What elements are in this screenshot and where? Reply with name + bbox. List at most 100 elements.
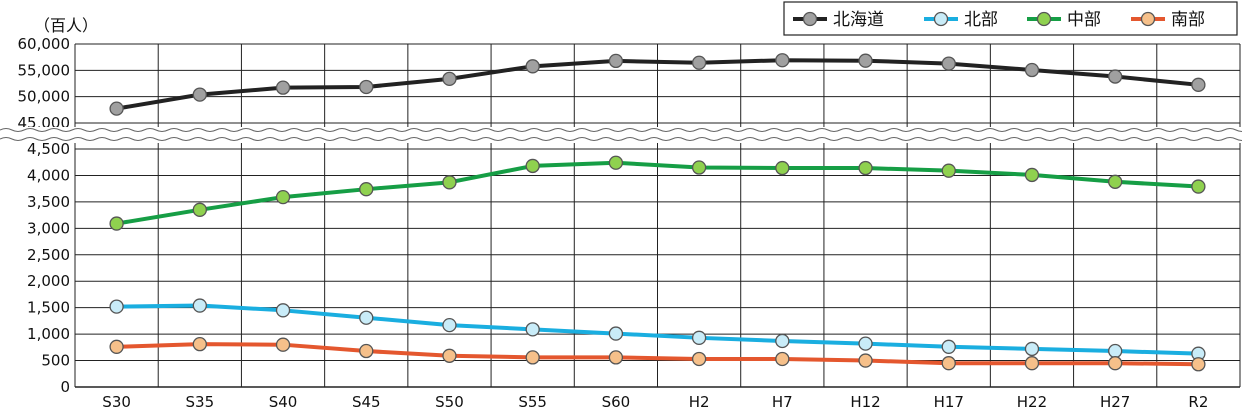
data-point	[775, 333, 790, 349]
series-line	[116, 342, 1199, 367]
grid	[74, 43, 1241, 388]
data-point	[1191, 179, 1206, 194]
y-tick-label: 3,500	[27, 193, 70, 211]
legend: 北海道 北部 中部 南部	[783, 1, 1238, 36]
data-point	[109, 339, 124, 354]
legend-label: 南部	[1171, 10, 1205, 30]
legend-label: 北海道	[833, 10, 884, 30]
legend-label: 北部	[964, 10, 998, 30]
legend-marker	[933, 11, 949, 27]
data-point	[275, 80, 291, 95]
data-point	[1108, 343, 1123, 359]
series-line	[116, 58, 1199, 111]
data-point	[858, 336, 873, 351]
legend-marker	[802, 11, 818, 27]
y-tick-label: 1,500	[27, 299, 70, 317]
data-point	[525, 158, 540, 174]
data-point	[275, 189, 291, 205]
data-point	[442, 317, 457, 333]
data-point	[192, 337, 207, 352]
x-tick-label: H12	[850, 393, 880, 411]
y-tick-label: 4,500	[27, 140, 70, 158]
unit-label: （百人）	[34, 16, 98, 35]
data-point	[775, 351, 790, 367]
x-tick-label: H2	[689, 393, 710, 411]
y-tick-label: 55,000	[18, 61, 71, 79]
data-point	[442, 348, 457, 363]
x-tick-label: H22	[1017, 393, 1047, 411]
data-point	[941, 339, 956, 354]
x-tick-label: R2	[1188, 393, 1208, 411]
x-tick-label: H27	[1100, 393, 1130, 411]
data-point	[442, 175, 457, 190]
data-point	[275, 337, 291, 352]
x-tick-label: S40	[269, 393, 298, 411]
axis-break-wave	[0, 137, 1242, 141]
x-tick-label: S60	[602, 393, 631, 411]
legend-marker	[1036, 11, 1052, 27]
data-point	[608, 350, 624, 365]
axis-break	[0, 127, 1242, 143]
data-point	[442, 71, 457, 87]
data-point	[359, 182, 374, 197]
y-tick-label: 1,000	[27, 325, 70, 343]
series-lines	[116, 58, 1199, 367]
series-line	[116, 303, 1199, 356]
x-tick-label: S45	[352, 393, 381, 411]
data-point	[1108, 69, 1123, 84]
data-point	[608, 326, 624, 341]
data-point	[858, 353, 873, 368]
data-point	[941, 56, 956, 71]
x-axis-labels: S30 S35 S40 S45 S50 S55 S60 H2 H7 H12 H17 H22 H27 R2	[102, 393, 1208, 411]
data-point	[1108, 356, 1123, 371]
data-point	[775, 160, 790, 176]
data-point	[691, 351, 707, 367]
y-tick-label: 60,000	[18, 35, 71, 53]
x-tick-label: S55	[518, 393, 547, 411]
y-tick-label: 4,000	[27, 166, 70, 184]
data-point	[109, 101, 124, 116]
legend-marker	[1140, 11, 1156, 27]
y-tick-label: 500	[41, 352, 70, 370]
y-tick-label: 3,000	[27, 219, 70, 237]
data-point	[691, 330, 707, 345]
data-point	[608, 155, 624, 170]
data-point	[359, 79, 374, 95]
series-line	[116, 160, 1199, 226]
x-tick-label: H17	[934, 393, 964, 411]
data-point	[1191, 357, 1206, 372]
data-point	[1024, 62, 1040, 78]
y-tick-label: 2,500	[27, 246, 70, 264]
data-point	[275, 303, 291, 318]
data-point	[525, 59, 540, 74]
data-point	[691, 160, 707, 175]
y-tick-label: 0	[60, 378, 70, 396]
data-point	[192, 87, 207, 102]
data-point	[858, 53, 873, 68]
data-point	[359, 310, 374, 325]
y-tick-label: 2,000	[27, 272, 70, 290]
data-point	[1191, 77, 1206, 92]
y-axis-labels: 45,00050,00055,00060,00005001,0001,5002,…	[18, 35, 71, 396]
data-point	[858, 160, 873, 176]
series-points	[109, 53, 1206, 372]
data-point	[941, 356, 956, 371]
data-point	[109, 216, 124, 231]
data-point	[192, 202, 207, 217]
data-point	[1024, 356, 1040, 371]
data-point	[691, 55, 707, 70]
data-point	[1024, 167, 1040, 183]
data-point	[1108, 174, 1123, 189]
x-tick-label: S30	[102, 393, 131, 411]
y-tick-label: 50,000	[18, 88, 71, 106]
x-tick-label: S35	[186, 393, 215, 411]
data-point	[775, 53, 790, 68]
data-point	[109, 299, 124, 314]
data-point	[525, 322, 540, 337]
data-point	[192, 298, 207, 313]
data-point	[941, 163, 956, 178]
data-point	[359, 343, 374, 359]
data-point	[1024, 341, 1040, 357]
legend-label: 中部	[1067, 10, 1101, 30]
